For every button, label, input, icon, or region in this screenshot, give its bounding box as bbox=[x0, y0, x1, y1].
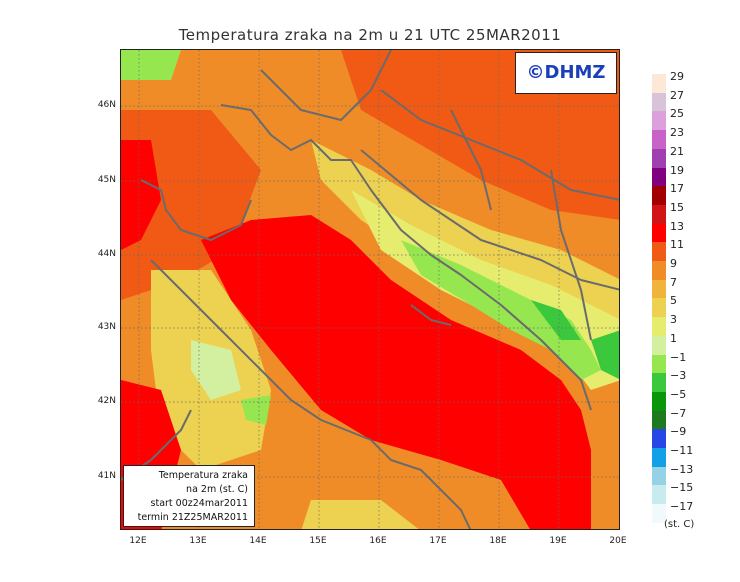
legend-label: 21 bbox=[670, 144, 684, 158]
legend-swatch bbox=[652, 223, 666, 243]
lat-label: 42N bbox=[97, 396, 116, 406]
legend-swatch bbox=[652, 186, 666, 206]
field-mountain-green bbox=[401, 240, 601, 380]
lon-label: 17E bbox=[429, 536, 447, 546]
legend-label: 15 bbox=[670, 200, 684, 214]
lon-label: 12E bbox=[129, 536, 147, 546]
legend-label: 29 bbox=[670, 70, 684, 83]
field-northwest-green bbox=[121, 50, 181, 80]
field-adriatic-warm bbox=[201, 215, 591, 529]
temperature-field bbox=[121, 50, 619, 529]
info-line: start 00z24mar2011 bbox=[150, 498, 248, 509]
legend-label: −1 bbox=[670, 350, 687, 364]
lon-label: 20E bbox=[609, 536, 627, 546]
info-line: termin 21Z25MAR2011 bbox=[137, 512, 248, 523]
legend-label: 19 bbox=[670, 163, 684, 177]
legend-label: −17 bbox=[670, 500, 694, 514]
legend-swatch bbox=[652, 391, 666, 411]
legend-swatch bbox=[652, 504, 666, 524]
legend-swatch bbox=[652, 148, 666, 168]
legend-label: 23 bbox=[670, 126, 684, 140]
legend-swatch bbox=[652, 167, 666, 187]
legend-label: −11 bbox=[670, 444, 694, 457]
legend-swatch bbox=[652, 74, 666, 93]
legend-swatch bbox=[652, 354, 666, 374]
lon-label: 16E bbox=[369, 536, 387, 546]
legend-label: 7 bbox=[670, 275, 677, 289]
field-italy-green bbox=[191, 340, 241, 400]
lon-label: 19E bbox=[549, 536, 567, 546]
lon-label: 18E bbox=[489, 536, 507, 546]
legend-label: 13 bbox=[670, 219, 684, 233]
lat-label: 45N bbox=[97, 175, 116, 185]
map-title: Temperatura zraka na 2m u 21 UTC 25MAR20… bbox=[178, 26, 562, 44]
legend-swatch bbox=[652, 298, 666, 318]
legend-label: 25 bbox=[670, 107, 684, 121]
lat-label: 46N bbox=[97, 100, 116, 110]
grid-lines bbox=[121, 50, 619, 529]
copyright-badge: ©DHMZ bbox=[515, 52, 617, 94]
legend-swatch bbox=[652, 242, 666, 262]
legend-label: −13 bbox=[670, 462, 694, 476]
lon-label: 15E bbox=[309, 536, 327, 546]
field-po-warm bbox=[121, 140, 161, 250]
info-line: na 2m (st. C) bbox=[186, 484, 248, 495]
info-box: Temperatura zraka na 2m (st. C) start 00… bbox=[123, 465, 255, 527]
field-east-darkgreen bbox=[591, 330, 619, 379]
field-italy-green-2 bbox=[241, 395, 271, 425]
lon-label: 13E bbox=[189, 536, 207, 546]
legend-label: 27 bbox=[670, 88, 684, 102]
legend-label: −5 bbox=[670, 387, 687, 401]
legend-swatch bbox=[652, 429, 666, 449]
lat-label: 43N bbox=[97, 322, 116, 332]
legend-swatch bbox=[652, 410, 666, 430]
legend-label: 5 bbox=[670, 294, 677, 308]
legend-swatch bbox=[652, 279, 666, 299]
legend-swatch bbox=[652, 130, 666, 150]
legend-label: 1 bbox=[670, 331, 677, 345]
info-line: Temperatura zraka bbox=[158, 470, 248, 481]
legend-swatch bbox=[652, 448, 666, 467]
lon-label: 14E bbox=[249, 536, 267, 546]
legend-label: 9 bbox=[670, 257, 677, 270]
legend-label: −15 bbox=[670, 481, 694, 495]
temperature-map: ©DHMZ Temperatura zraka na 2m (st. C) st… bbox=[120, 49, 620, 530]
legend-label: 17 bbox=[670, 182, 684, 196]
coastlines bbox=[121, 50, 619, 529]
legend-swatch bbox=[652, 204, 666, 224]
legend-swatch bbox=[652, 335, 666, 355]
lat-label: 41N bbox=[97, 471, 116, 481]
legend-swatch bbox=[652, 317, 666, 337]
legend-label: −7 bbox=[670, 406, 687, 420]
field-mountain-darkgreen bbox=[531, 300, 581, 340]
legend-unit: (st. C) bbox=[664, 519, 695, 530]
legend-label: 3 bbox=[670, 313, 677, 327]
legend-label: −3 bbox=[670, 369, 687, 383]
legend-swatch bbox=[652, 373, 666, 393]
legend-swatch bbox=[652, 466, 666, 486]
legend-swatch bbox=[652, 111, 666, 131]
legend-swatch bbox=[652, 261, 666, 280]
legend-swatch bbox=[652, 92, 666, 112]
lat-label: 44N bbox=[97, 249, 116, 259]
field-south-cool bbox=[301, 500, 419, 529]
legend-swatch bbox=[652, 485, 666, 505]
legend-label: 11 bbox=[670, 238, 684, 252]
legend-label: −9 bbox=[670, 425, 687, 439]
